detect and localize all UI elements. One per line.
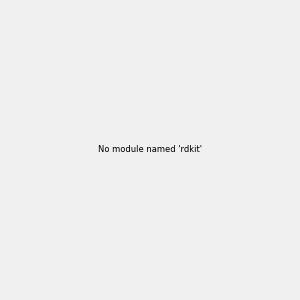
Text: No module named 'rdkit': No module named 'rdkit' [98,146,202,154]
